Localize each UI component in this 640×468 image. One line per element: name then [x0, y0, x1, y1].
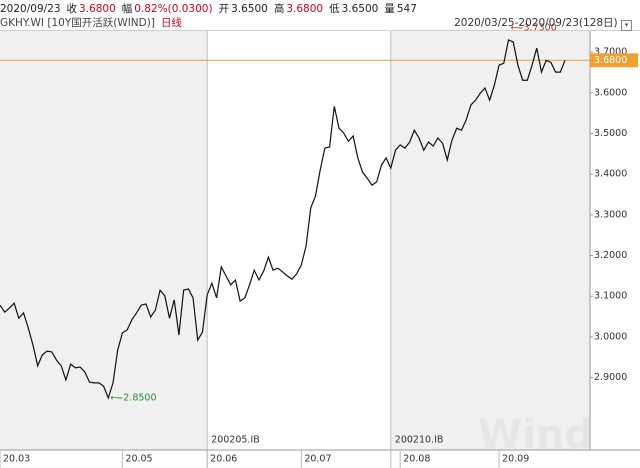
max-label-arrow: ← — [511, 23, 519, 33]
x-tick-label: 20.08 — [403, 454, 430, 465]
min-label: 2.8500 — [123, 392, 156, 403]
y-tick-label: 3.6000 — [594, 87, 627, 98]
y-tick-label: 3.3000 — [594, 209, 627, 220]
quote-value: 547 — [396, 3, 417, 15]
instrument-name: GKHY.WI [10Y国开活跃(WIND)] — [0, 17, 155, 29]
quote-value: 3.6500 — [341, 3, 379, 15]
quote-item: 高 3.6800 — [274, 2, 323, 16]
x-tick-label: 20.03 — [3, 454, 30, 465]
quote-value: 3.6800 — [79, 3, 116, 15]
y-tick-label: 3.7000 — [594, 47, 627, 58]
quote-header: 2020/09/23 收 3.6800 幅 0.82%(0.0300) 开 3.6500 高… — [0, 2, 640, 16]
contract-band — [207, 31, 391, 450]
price-line — [0, 39, 566, 400]
range-text: 2020/03/25-2020/09/23(128日) — [454, 17, 618, 29]
quote-label: 收 — [66, 3, 78, 15]
quote-label: 开 — [218, 3, 230, 15]
x-tick-label: 20.09 — [502, 454, 529, 465]
quote-date: 2020/09/23 — [0, 3, 61, 15]
y-tick-label: 3.1000 — [594, 291, 627, 302]
x-tick-label: 20.05 — [125, 454, 152, 465]
instrument-header: GKHY.WI [10Y国开活跃(WIND)] 日线 2020/03/25-202… — [0, 16, 640, 31]
x-tick-label: 20.06 — [210, 454, 237, 465]
min-label-arrow: ← — [110, 393, 118, 403]
quote-label: 低 — [329, 3, 340, 15]
quote-label: 高 — [273, 3, 285, 15]
x-tick-label: 20.07 — [304, 454, 331, 465]
period: 日线 — [160, 17, 182, 29]
quote-item: 量 547 — [384, 2, 417, 16]
range-dropdown[interactable]: ▾ — [621, 20, 632, 31]
quote-item: 收 3.6800 — [67, 2, 116, 16]
watermark: Wind — [478, 412, 593, 458]
quote-value: 0.82%(0.0300) — [134, 3, 213, 15]
quote-item: 幅 0.82%(0.0300) — [122, 2, 213, 16]
last-price-label: 3.6800 — [594, 55, 627, 66]
contract-label: 200210.IB — [395, 435, 444, 446]
y-tick-label: 2.9000 — [594, 372, 627, 383]
contract-label: 200205.IB — [211, 435, 260, 446]
quote-item: 低 3.6500 — [329, 2, 378, 16]
quote-item: 开 3.6500 — [219, 2, 268, 16]
quote-label: 幅 — [121, 3, 133, 15]
contract-band — [0, 31, 208, 450]
quote-value: 3.6500 — [231, 3, 268, 15]
contract-band — [390, 31, 590, 450]
y-tick-label: 3.5000 — [594, 128, 627, 139]
quote-value: 3.6800 — [286, 3, 324, 15]
max-label: 3.7300 — [524, 22, 557, 33]
y-tick-label: 3.0000 — [594, 331, 627, 342]
date-range: 2020/03/25-2020/09/23(128日) ▾ — [454, 16, 632, 31]
y-tick-label: 3.2000 — [594, 250, 627, 261]
quote-label: 量 — [384, 3, 395, 15]
y-tick-label: 3.4000 — [594, 169, 627, 180]
last-price-box — [590, 53, 638, 68]
